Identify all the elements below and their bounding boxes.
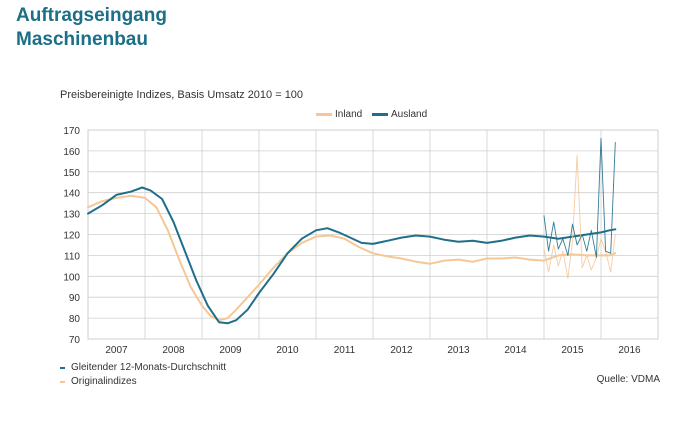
y-tick-label: 160 xyxy=(63,147,80,158)
x-tick-label: 2011 xyxy=(334,345,356,356)
x-tick-label: 2009 xyxy=(219,345,242,356)
y-tick-label: 120 xyxy=(63,231,80,242)
y-tick-label: 70 xyxy=(69,335,81,346)
y-tick-label: 170 xyxy=(63,126,80,137)
chart-title: Auftragseingang Maschinenbau xyxy=(16,4,167,52)
legend-label-ausland: Ausland xyxy=(391,109,428,120)
chart-subtitle: Preisbereinigte Indizes, Basis Umsatz 20… xyxy=(60,89,304,101)
footnote-swatch-original xyxy=(60,380,65,383)
footnote-original: Originalindizes xyxy=(60,376,137,387)
x-tick-label: 2007 xyxy=(105,345,128,356)
series-line-inland-smoothed xyxy=(87,194,617,322)
x-tick-label: 2013 xyxy=(447,345,470,356)
footnote-swatch-smoothed xyxy=(60,366,65,369)
series-line-ausland-smoothed xyxy=(87,186,617,325)
footnote-label-smoothed: Gleitender 12-Monats-Durchschnitt xyxy=(71,362,227,373)
legend-label-inland: Inland xyxy=(335,109,363,120)
y-tick-label: 140 xyxy=(63,189,80,200)
x-tick-label: 2016 xyxy=(618,345,641,356)
title-line-1: Auftragseingang xyxy=(16,5,167,26)
y-tick-label: 90 xyxy=(69,293,81,304)
legend-swatch-ausland xyxy=(372,113,388,116)
y-tick-label: 100 xyxy=(63,272,80,283)
y-tick-label: 80 xyxy=(69,314,81,325)
title-line-2: Maschinenbau xyxy=(16,29,148,50)
x-tick-label: 2010 xyxy=(276,345,299,356)
x-tick-label: 2012 xyxy=(390,345,413,356)
x-tick-label: 2008 xyxy=(162,345,185,356)
series-line-ausland-original xyxy=(543,137,616,258)
series-line-inland-original xyxy=(543,154,616,279)
legend-swatch-inland xyxy=(316,113,332,116)
x-tick-label: 2014 xyxy=(504,345,527,356)
footnote-label-original: Originalindizes xyxy=(71,376,137,387)
y-tick-label: 150 xyxy=(63,168,80,179)
y-tick-label: 110 xyxy=(64,251,80,262)
footnote-smoothed: Gleitender 12-Monats-Durchschnitt xyxy=(60,362,226,373)
source-note: Quelle: VDMA xyxy=(596,374,660,385)
legend-item-ausland: Ausland xyxy=(372,109,427,120)
legend-item-inland: Inland xyxy=(316,109,362,120)
x-tick-label: 2015 xyxy=(561,345,584,356)
y-tick-label: 130 xyxy=(63,210,80,221)
